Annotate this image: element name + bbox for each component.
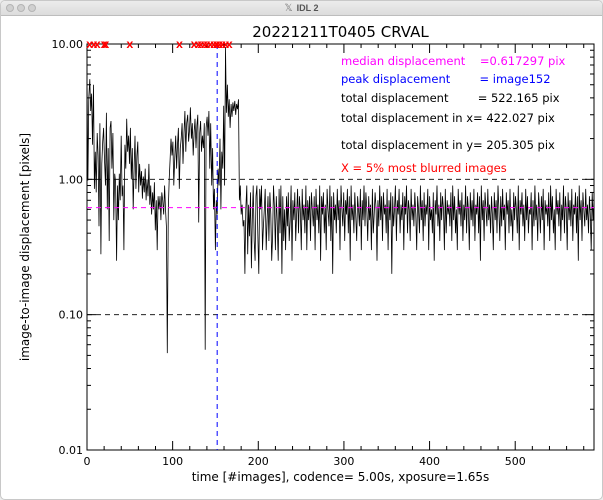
blurred-marker: X: [207, 41, 214, 51]
blurred-marker: X: [176, 41, 183, 51]
blurred-marker: X: [201, 41, 208, 51]
x-tick-label: 0: [84, 455, 91, 468]
annotation-1: peak displacement = image152: [341, 72, 551, 86]
annotation-0: median displacement =0.617297 pix: [341, 54, 566, 68]
blurred-marker: X: [197, 41, 204, 51]
annotation-2: total displacement = 522.165 pix: [341, 91, 560, 105]
minimize-window-button[interactable]: [17, 4, 25, 12]
blurred-marker: X: [126, 41, 133, 51]
x11-icon: 𝕏: [284, 2, 293, 14]
blurred-marker: X: [86, 41, 93, 51]
zoom-window-button[interactable]: [28, 4, 36, 12]
window-title-group: 𝕏 IDL 2: [1, 1, 602, 15]
y-tick-label: 10.00: [52, 38, 84, 51]
x-axis-label: time [#images], codence= 5.00s, xposure=…: [192, 470, 490, 484]
annotation-4: total displacement in y= 205.305 pix: [341, 138, 555, 152]
x-tick-label: 500: [505, 455, 526, 468]
close-window-button[interactable]: [6, 4, 14, 12]
blurred-marker: X: [195, 41, 202, 51]
x-tick-label: 300: [333, 455, 354, 468]
blurred-marker: X: [219, 41, 226, 51]
x-tick-label: 400: [419, 455, 440, 468]
x-tick-label: 100: [162, 455, 183, 468]
plot-frame: [86, 43, 595, 451]
y-tick-label: 0.10: [59, 309, 84, 322]
blurred-marker: X: [213, 41, 220, 51]
blurred-marker: X: [210, 41, 217, 51]
blurred-marker: X: [214, 41, 221, 51]
y-tick-label: 0.01: [59, 444, 84, 457]
annotation-3: total displacement in x= 422.027 pix: [341, 111, 555, 125]
blurred-marker: X: [216, 41, 223, 51]
chart-title: 20221211T0405 CRVAL: [252, 23, 429, 41]
blurred-marker: X: [191, 41, 198, 51]
window-title: IDL 2: [296, 3, 319, 13]
blurred-marker: X: [101, 41, 108, 51]
y-tick-label: 1.00: [59, 173, 84, 186]
y-axis-label: image-to-image displacement [pixels]: [18, 133, 32, 361]
displacement-trace: [86, 46, 595, 354]
blurred-marker: X: [90, 41, 97, 51]
blurred-marker: X: [94, 41, 101, 51]
blurred-marker: X: [226, 41, 233, 51]
window-titlebar: 𝕏 IDL 2: [1, 1, 602, 16]
blurred-marker: X: [222, 41, 229, 51]
annotation-5: X = 5% most blurred images: [341, 161, 507, 175]
blurred-marker: X: [203, 41, 210, 51]
blurred-marker: X: [102, 41, 109, 51]
x-tick-label: 200: [248, 455, 269, 468]
